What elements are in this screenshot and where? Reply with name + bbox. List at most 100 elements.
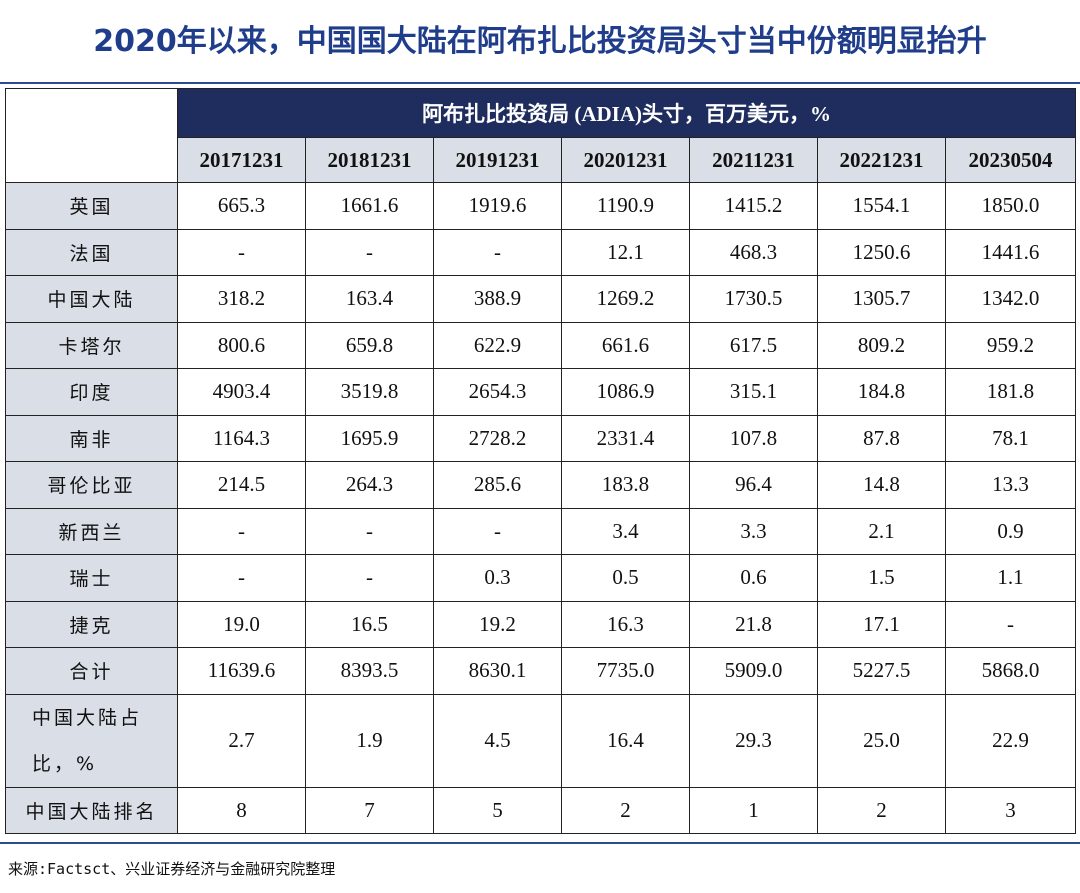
column-header: 20211231 [689,137,818,183]
table-cell: 3.4 [561,507,690,555]
table-cell: 264.3 [305,461,434,509]
table-cell: 0.5 [561,554,690,602]
column-header: 20191231 [433,137,562,183]
table-cell: 16.3 [561,600,690,648]
table-cell: - [305,507,434,555]
table-cell: - [177,507,306,555]
table-cell: 17.1 [817,600,946,648]
table-cell: - [305,554,434,602]
table-cell: 388.9 [433,275,562,323]
table-cell: 2 [817,786,946,834]
table-cell: 1086.9 [561,368,690,416]
table-cell: 2728.2 [433,414,562,462]
table-row: 哥伦比亚 214.5 264.3 285.6 183.8 96.4 14.8 13.3 [5,461,1077,509]
table-cell: 622.9 [433,321,562,369]
row-label: 英国 [5,182,178,230]
table-cell: 12.1 [561,228,690,276]
table-row: 卡塔尔 800.6 659.8 622.9 661.6 617.5 809.2 959.2 [5,321,1077,369]
table-cell: 1190.9 [561,182,690,230]
table-cell: 0.3 [433,554,562,602]
table: 阿布扎比投资局 (ADIA)头寸，百万美元，% 20171231 20181231 2… [5,88,1077,834]
table-cell: 959.2 [944,321,1077,369]
table-cell: 163.4 [305,275,434,323]
table-cell: 3.3 [689,507,818,555]
table-cell: 107.8 [689,414,818,462]
table-cell: 1.5 [817,554,946,602]
table-cell: 19.2 [433,600,562,648]
table-cell: 318.2 [177,275,306,323]
header-row: 20171231 20181231 20191231 20201231 20211231… [6,137,1077,183]
row-label: 卡塔尔 [5,321,178,369]
row-label: 瑞士 [5,554,178,602]
column-header: 20230504 [944,137,1077,183]
table-cell: 8393.5 [305,647,434,695]
table-cell: 25.0 [817,693,946,788]
table-cell: 5227.5 [817,647,946,695]
rule [0,842,1080,844]
table-cell: 1415.2 [689,182,818,230]
table-row: 新西兰 - - -3.4 3.3 2.1 0.9 [5,507,1077,555]
column-header: 20201231 [561,137,690,183]
table-cell: 1850.0 [944,182,1077,230]
table-cell: 809.2 [817,321,946,369]
table-cell: 11639.6 [177,647,306,695]
table-cell: 14.8 [817,461,946,509]
table-row: 捷克 19.0 16.5 19.2 16.3 21.8 17.1- [5,600,1077,648]
column-header: 20181231 [305,137,434,183]
table-cell: 285.6 [433,461,562,509]
table-cell: 1695.9 [305,414,434,462]
table-cell: 8 [177,786,306,834]
row-label: 法国 [5,228,178,276]
table-cell: 800.6 [177,321,306,369]
table-cell: 181.8 [944,368,1077,416]
table-row: 中国大陆 318.2 163.4 388.9 1269.2 1730.5 1305.7 134… [5,275,1077,323]
table-cell: 1730.5 [689,275,818,323]
corner-cell [5,88,178,183]
table-row: 英国 665.3 1661.6 1919.6 1190.9 1415.2 1554.1 185… [5,182,1077,230]
row-label: 印度 [5,368,178,416]
table-cell: 659.8 [305,321,434,369]
table-cell: 0.6 [689,554,818,602]
row-label: 新西兰 [5,507,178,555]
table-cell: 1164.3 [177,414,306,462]
source: 来源:Factsct、兴业证券经济与金融研究院整理 [8,860,336,878]
row-label: 哥伦比亚 [5,461,178,509]
table-cell: - [177,228,306,276]
rule [0,82,1080,84]
table-row: 印度 4903.4 3519.8 2654.3 1086.9 315.1 184.8 181.… [5,368,1077,416]
table-cell: 1342.0 [944,275,1077,323]
table-cell: 617.5 [689,321,818,369]
table-cell: 214.5 [177,461,306,509]
column-header: 20221231 [817,137,946,183]
row-label: 中国大陆排名 [5,786,178,834]
table-cell: 16.4 [561,693,690,788]
table-cell: 29.3 [689,693,818,788]
table-cell: 87.8 [817,414,946,462]
table-cell: 1269.2 [561,275,690,323]
table-cell: 1661.6 [305,182,434,230]
row-label: 南非 [5,414,178,462]
table-cell: 5 [433,786,562,834]
table-cell: 21.8 [689,600,818,648]
table-cell: 3519.8 [305,368,434,416]
table-row: 合计 11639.6 8393.5 8630.1 7735.0 5909.0 5227.5 5… [5,647,1077,695]
table-row: 法国 - - -12.1 468.3 1250.6 1441.6 [5,228,1077,276]
table-cell: 78.1 [944,414,1077,462]
table-row: 瑞士 - -0.3 0.5 0.6 1.5 1.1 [5,554,1077,602]
row-label: 中国大陆 [5,275,178,323]
table-cell: - [305,228,434,276]
table-cell: - [433,507,562,555]
group-header: 阿布扎比投资局 (ADIA)头寸，百万美元，% [176,88,1077,138]
column-header: 20171231 [177,137,306,183]
table-cell: 0.9 [944,507,1077,555]
table-cell: 1441.6 [944,228,1077,276]
table-cell: 1250.6 [817,228,946,276]
table-cell: 2.1 [817,507,946,555]
table-cell: 2 [561,786,690,834]
table-cell: 19.0 [177,600,306,648]
header-row: 阿布扎比投资局 (ADIA)头寸，百万美元，% [5,88,1077,183]
table-cell: 661.6 [561,321,690,369]
table-cell: 3 [944,786,1077,834]
table-cell: 1305.7 [817,275,946,323]
